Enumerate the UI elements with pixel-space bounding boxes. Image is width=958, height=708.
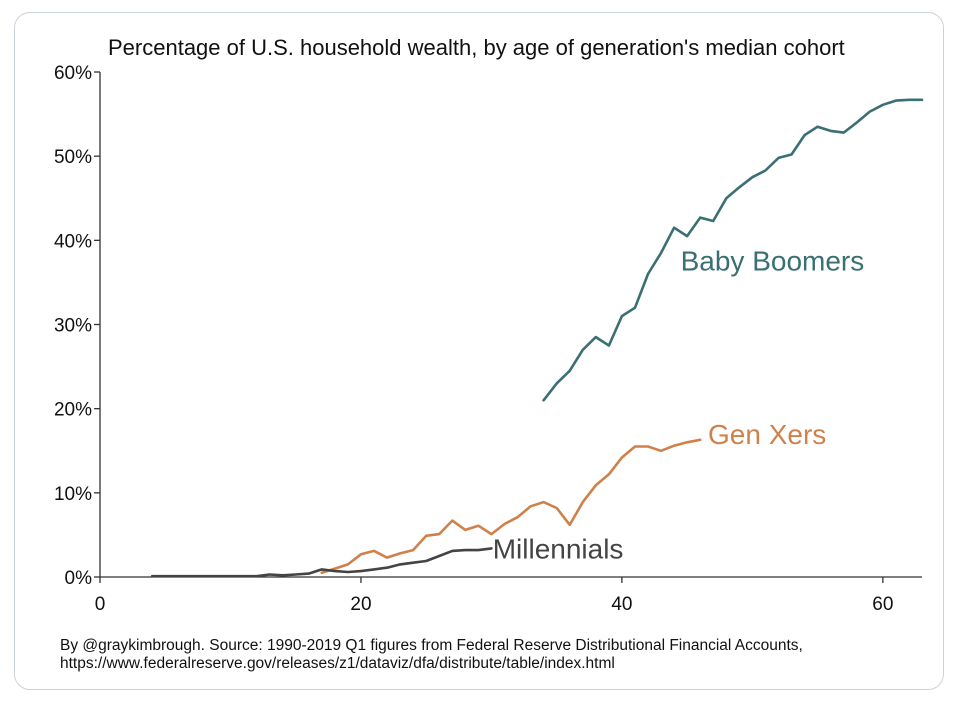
x-tick-label: 20	[350, 594, 371, 615]
y-ticks: 0% 10% 20% 30% 40% 50% 60%	[54, 63, 100, 589]
series-label-gen-xers: Gen Xers	[708, 419, 826, 450]
series-line-baby-boomers	[542, 98, 924, 402]
y-tick-label: 20%	[54, 400, 92, 421]
y-tick-label: 60%	[54, 63, 92, 84]
chart-title: Percentage of U.S. household wealth, by …	[108, 35, 845, 60]
x-ticks: 0 20 40 60	[95, 577, 893, 615]
y-tick-label: 30%	[54, 316, 92, 337]
y-tick-label: 10%	[54, 484, 92, 505]
series-line-millennials	[150, 547, 493, 578]
source-line-1: By @graykimbrough. Source: 1990-2019 Q1 …	[60, 637, 803, 654]
source-line-2: https://www.federalreserve.gov/releases/…	[60, 655, 615, 672]
source-note: By @graykimbrough. Source: 1990-2019 Q1 …	[60, 637, 940, 673]
line-chart: Percentage of U.S. household wealth, by …	[54, 35, 924, 615]
y-tick-label: 0%	[65, 568, 93, 589]
y-tick-label: 50%	[54, 147, 92, 168]
series-labels: Baby Boomers Gen Xers Millennials	[493, 246, 865, 565]
series-line-gen-xers	[320, 438, 702, 575]
series-label-baby-boomers: Baby Boomers	[681, 246, 865, 277]
series-label-millennials: Millennials	[493, 533, 624, 564]
x-tick-label: 40	[611, 594, 632, 615]
x-tick-label: 0	[95, 594, 106, 615]
x-tick-label: 60	[872, 594, 893, 615]
series-lines	[150, 98, 924, 578]
y-tick-label: 40%	[54, 231, 92, 252]
